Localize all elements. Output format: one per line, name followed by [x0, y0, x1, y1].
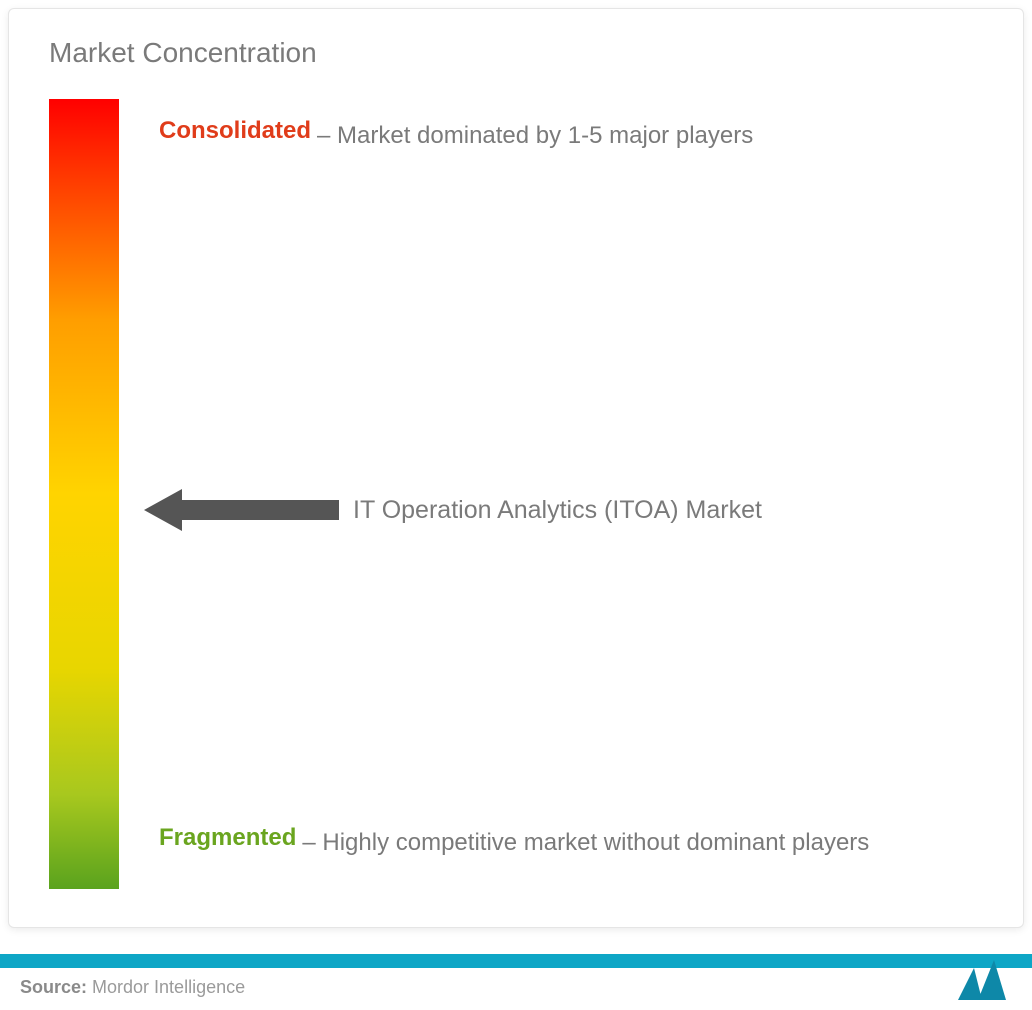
source-label: Source: [20, 977, 87, 997]
market-marker-text: IT Operation Analytics (ITOA) Market [353, 496, 762, 525]
arrow-left-icon [144, 489, 339, 531]
brand-logo-icon [958, 960, 1014, 1000]
title: Market Concentration [49, 37, 983, 69]
source-value: Mordor Intelligence [87, 977, 245, 997]
fragmented-label-row: Fragmented – Highly competitive market w… [159, 824, 973, 861]
consolidated-desc: – Market dominated by 1-5 major players [317, 117, 753, 154]
fragmented-desc: – Highly competitive market without domi… [302, 824, 869, 861]
fragmented-key: Fragmented [159, 824, 296, 852]
infographic-card: Market Concentration Consolidated – Mark… [8, 8, 1024, 928]
consolidated-key: Consolidated [159, 117, 311, 145]
footer-accent-bar [0, 954, 1032, 968]
concentration-gradient-bar [49, 99, 119, 889]
content-area: Consolidated – Market dominated by 1-5 m… [49, 99, 983, 899]
consolidated-label-row: Consolidated – Market dominated by 1-5 m… [159, 117, 973, 154]
market-marker-row: IT Operation Analytics (ITOA) Market [144, 489, 762, 531]
source-line: Source: Mordor Intelligence [20, 977, 245, 998]
